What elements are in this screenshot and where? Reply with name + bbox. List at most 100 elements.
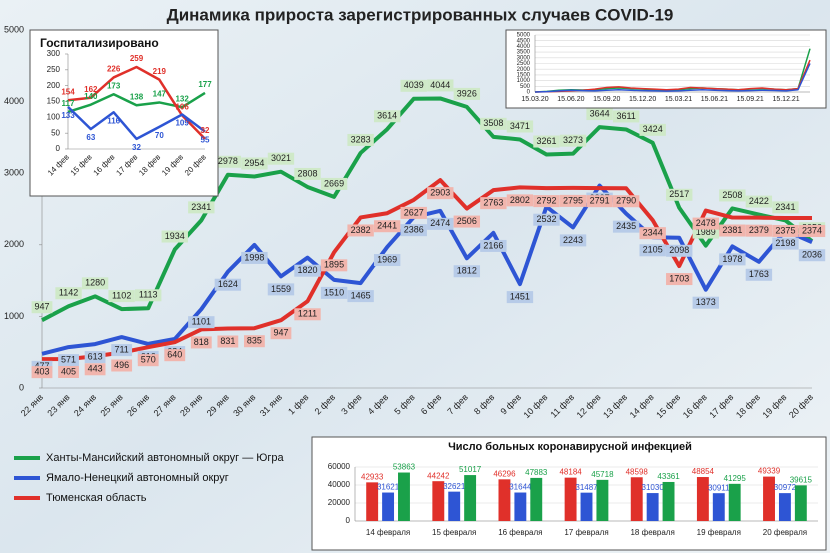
label-bg: [427, 79, 454, 92]
data-label: 2669: [324, 178, 344, 188]
data-label: 711: [114, 344, 128, 354]
inset-frame: [29, 29, 219, 197]
label-bg: [639, 244, 666, 257]
data-label: 39615: [790, 475, 813, 484]
label-bg: [745, 224, 773, 237]
data-label: 2105: [643, 245, 663, 255]
y-tick-label: 3000: [517, 55, 531, 61]
data-label: 2763: [483, 198, 503, 208]
data-label: 117: [62, 99, 75, 108]
data-label: 1969: [377, 254, 397, 264]
label-bg: [111, 344, 133, 357]
x-tick-label: 15.03.20: [521, 96, 548, 103]
data-label: 2903: [430, 188, 450, 198]
label-bg: [373, 220, 401, 233]
data-label: 45718: [591, 470, 614, 479]
data-label: 3926: [457, 88, 477, 98]
bar: [728, 483, 741, 521]
y-tick-label: 300: [47, 49, 61, 58]
data-label: 3644: [590, 108, 610, 118]
data-label: 46296: [493, 469, 516, 478]
data-label: 2795: [563, 195, 583, 205]
bar: [696, 477, 709, 521]
label-bg: [586, 108, 613, 121]
label-bg: [320, 286, 348, 299]
data-label: 2341: [191, 202, 211, 212]
data-label: 48854: [692, 467, 715, 476]
data-label: 3611: [616, 111, 635, 121]
data-label: 49339: [758, 467, 781, 476]
data-label: 70: [155, 131, 164, 140]
data-label: 2474: [430, 218, 450, 228]
data-label: 1989: [696, 227, 716, 237]
data-label: 1113: [139, 290, 158, 300]
bar: [646, 493, 659, 521]
data-label: 443: [88, 364, 103, 374]
y-tick-label: 3000: [4, 168, 24, 178]
data-label: 3021: [271, 153, 291, 163]
label-bg: [267, 152, 295, 165]
data-label: 4044: [430, 80, 450, 90]
label-bg: [772, 201, 799, 214]
label-bg: [400, 79, 427, 92]
data-label: 2978: [218, 156, 238, 166]
x-tick-label: 15.03.21: [665, 96, 692, 103]
label-bg: [31, 301, 53, 314]
data-label: 2382: [351, 225, 371, 235]
y-tick-label: 100: [47, 112, 61, 121]
data-label: 1559: [271, 284, 291, 294]
label-bg: [58, 366, 79, 379]
y-tick-label: 2000: [4, 239, 24, 249]
data-label: 570: [141, 355, 156, 365]
label-bg: [58, 354, 79, 367]
label-bg: [612, 110, 640, 123]
label-bg: [84, 351, 106, 364]
bar: [464, 475, 477, 521]
data-label: 3614: [377, 111, 397, 121]
data-label: 154: [61, 87, 75, 96]
y-tick-label: 4500: [517, 38, 531, 44]
bar: [596, 479, 609, 521]
label-bg: [427, 217, 454, 230]
data-label: 1102: [112, 290, 131, 300]
series-line: [67, 91, 206, 114]
data-label: 2379: [749, 225, 769, 235]
data-label: 1812: [457, 266, 477, 276]
x-tick-label: 16 февраля: [498, 528, 542, 537]
label-bg: [214, 278, 242, 291]
data-label: 1101: [192, 317, 211, 327]
label-bg: [480, 197, 507, 210]
data-label: 947: [273, 328, 288, 338]
y-tick-label: 5000: [517, 33, 531, 39]
data-label: 2792: [536, 195, 556, 205]
series-line: [534, 63, 811, 93]
data-label: 1211: [298, 309, 317, 319]
label-bg: [31, 366, 53, 379]
data-label: 2627: [404, 207, 424, 217]
data-label: 2954: [244, 158, 264, 168]
label-bg: [55, 287, 82, 300]
data-label: 1451: [510, 291, 530, 301]
label-bg: [798, 225, 826, 238]
data-label: 2435: [616, 221, 636, 231]
data-label: 226: [107, 65, 121, 74]
data-label: 3273: [563, 135, 583, 145]
label-bg: [217, 335, 239, 348]
data-label: 41295: [724, 474, 747, 483]
y-tick-label: 50: [51, 128, 60, 137]
label-bg: [81, 277, 109, 290]
legend-label: Ямало-Ненецкий автономный округ: [46, 472, 229, 484]
data-label: 831: [220, 336, 235, 346]
data-label: 1934: [165, 231, 185, 241]
data-label: 2790: [616, 196, 636, 206]
data-label: 2198: [775, 238, 795, 248]
data-label: 2098: [669, 245, 689, 255]
data-label: 1895: [324, 260, 344, 270]
data-label: 3508: [483, 118, 503, 128]
label-bg: [639, 227, 666, 240]
data-label: 47883: [525, 468, 548, 477]
data-label: 2508: [722, 190, 742, 200]
data-label: 947: [34, 302, 49, 312]
data-label: 1142: [59, 288, 78, 298]
